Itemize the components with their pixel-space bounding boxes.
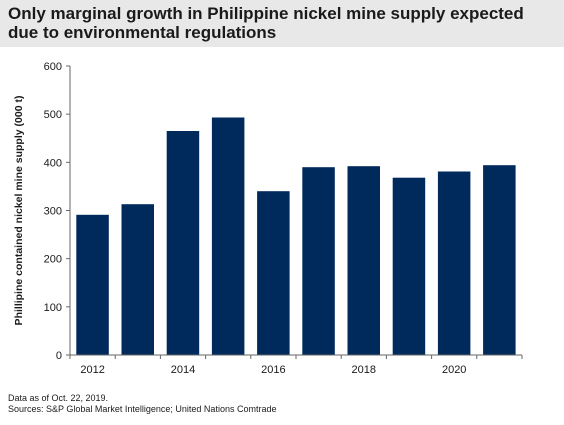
bar-2020 (437, 171, 471, 355)
x-tick-label: 2020 (442, 364, 466, 376)
bar-2014 (166, 131, 200, 355)
x-tick-label: 2012 (80, 364, 104, 376)
x-tick-label: 2016 (261, 364, 285, 376)
y-axis: 0 100 200 300 400 500 600 (44, 61, 71, 362)
y-tick-label: 500 (44, 109, 62, 121)
footnote-sources: Sources: S&P Global Market Intelligence;… (8, 404, 277, 414)
y-tick-label: 300 (44, 206, 62, 218)
y-axis-label: Phillipine contained nickel mine supply … (13, 96, 25, 326)
x-tick-label: 2014 (171, 364, 195, 376)
bar-2012 (76, 214, 109, 355)
title-band: Only marginal growth in Philippine nicke… (0, 0, 564, 47)
bar-2017 (302, 167, 335, 355)
y-tick-label: 200 (44, 254, 62, 266)
chart-area: 0 100 200 300 400 500 600 2012 2014 2016 2018 2020… (0, 47, 564, 387)
footnote-data-date: Data as of Oct. 22, 2019. (8, 393, 109, 403)
y-tick-label: 100 (44, 302, 62, 314)
x-axis: 2012 2014 2016 2018 2020 (69, 354, 523, 376)
bar-chart: 0 100 200 300 400 500 600 2012 2014 2016 2018 2020… (13, 61, 523, 376)
chart-title: Only marginal growth in Philippine nicke… (8, 4, 524, 42)
bar-2021 (483, 165, 516, 355)
bar-2018 (347, 166, 380, 355)
y-tick-label: 600 (44, 61, 62, 73)
y-tick-label: 400 (44, 157, 62, 169)
bars (76, 117, 516, 355)
bar-2019 (392, 177, 426, 355)
x-tick-label: 2018 (352, 364, 376, 376)
bar-2013 (121, 204, 154, 355)
bar-2016 (257, 191, 290, 355)
bar-2015 (211, 117, 245, 355)
footer: Data as of Oct. 22, 2019. Sources: S&P G… (8, 393, 556, 415)
y-tick-label: 0 (56, 350, 62, 362)
